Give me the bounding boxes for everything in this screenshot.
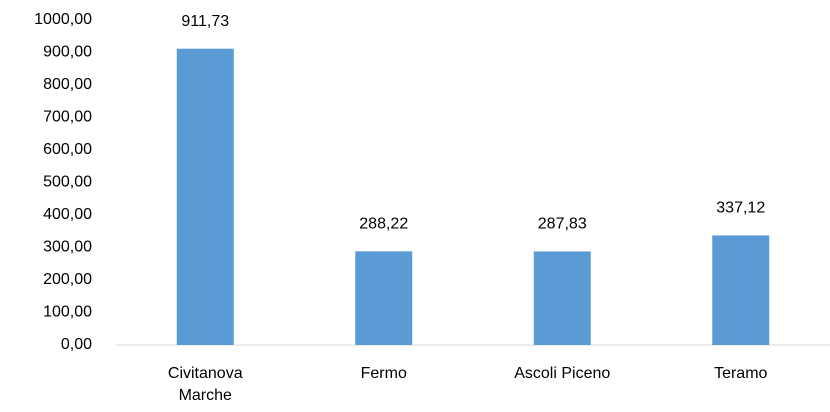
x-tick-label: Fermo [360,365,407,382]
value-label: 337,12 [716,200,765,217]
y-tick-label: 100,00 [43,304,92,321]
bar [355,251,413,345]
bar [533,251,591,345]
y-tick-label: 1000,00 [34,11,92,28]
y-tick-label: 300,00 [43,239,92,256]
value-label: 911,73 [181,13,229,30]
bar [176,48,234,346]
x-tick-label: Civitanova Marche [167,365,243,404]
y-tick-label: 600,00 [43,141,92,158]
value-label: 288,22 [359,216,408,233]
y-tick-label: 800,00 [43,76,92,93]
y-tick-label: 0,00 [61,336,92,353]
y-tick-label: 500,00 [43,174,92,191]
y-tick-label: 400,00 [43,206,92,223]
bar [712,235,770,345]
x-tick-label: Teramo [714,365,768,382]
value-label: 287,83 [538,216,587,233]
y-tick-label: 200,00 [43,271,92,288]
y-tick-label: 700,00 [43,109,92,126]
x-tick-label: Ascoli Piceno [514,365,611,382]
y-tick-label: 900,00 [43,44,92,61]
